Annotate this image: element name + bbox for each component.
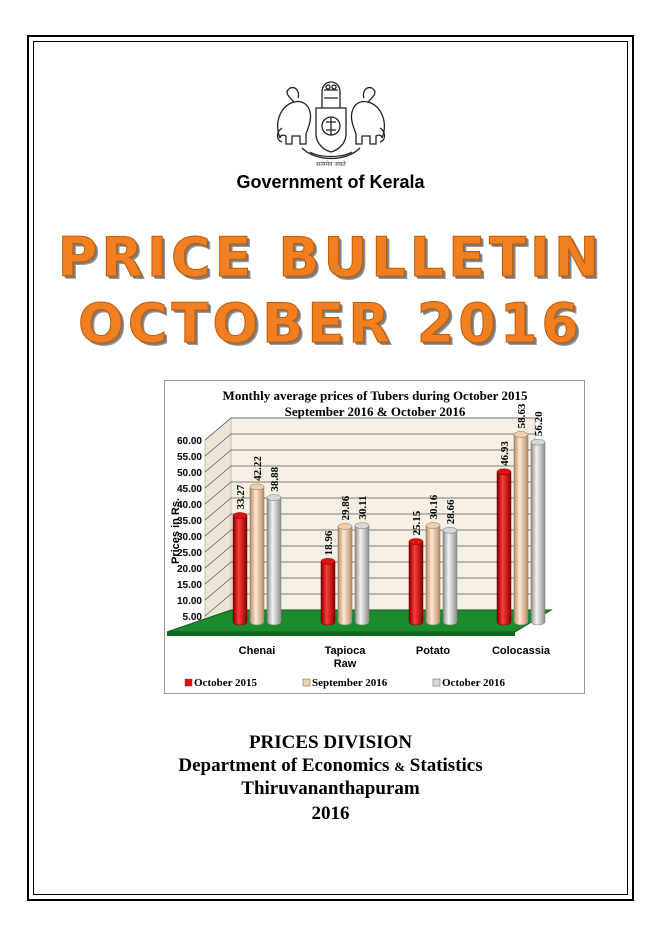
value-label: 18.96 — [323, 530, 335, 555]
bar-cap — [354, 522, 370, 529]
value-label: 30.11 — [357, 495, 369, 519]
y-tick-label: 5.00 — [183, 612, 203, 623]
bar-potato-1 — [425, 522, 441, 626]
department-part2: Statistics — [409, 755, 483, 776]
bar-cap — [320, 558, 336, 565]
gridline — [204, 465, 535, 489]
bar-body — [249, 486, 265, 626]
y-tick-label: 20.00 — [177, 564, 202, 575]
y-tick-label: 50.00 — [177, 468, 202, 479]
bar-tapioca-0 — [320, 558, 336, 626]
gridline — [204, 513, 535, 537]
page-outer-border — [27, 35, 634, 901]
bar-potato-2 — [442, 527, 458, 626]
bar-colocassia-1 — [513, 431, 529, 626]
tuber-price-chart: 0.005.0010.0015.0020.0025.0030.0035.0040… — [164, 380, 585, 694]
bar-chenai-0 — [232, 512, 248, 626]
gridline — [204, 481, 535, 505]
bar-body — [320, 561, 336, 626]
chart-floor-edge — [167, 632, 515, 636]
category-label: Tapioca — [325, 645, 367, 657]
value-label: 33.27 — [235, 484, 247, 509]
city-name: Thiruvananthapuram — [241, 778, 420, 799]
bar-cap — [513, 431, 529, 438]
bulletin-title: PRICE BULLETIN — [57, 226, 604, 290]
value-label: 56.20 — [533, 411, 545, 436]
category-label: Chenai — [239, 645, 276, 657]
government-name: Government of Kerala — [236, 172, 425, 192]
y-tick-label: 10.00 — [177, 596, 202, 607]
value-label: 30.16 — [428, 494, 440, 519]
page-inner-border — [33, 41, 628, 895]
bar-chenai-2 — [266, 494, 282, 626]
legend-label: October 2016 — [442, 677, 506, 689]
gridline — [204, 417, 535, 441]
bar-body — [266, 497, 282, 626]
legend-label: October 2015 — [194, 677, 258, 689]
y-tick-label: 55.00 — [177, 452, 202, 463]
legend-swatch — [184, 678, 193, 687]
legend-swatch — [432, 678, 441, 687]
chart-title: Monthly average prices of Tubers during … — [223, 388, 528, 403]
bar-colocassia-2 — [530, 438, 546, 626]
bar-body — [354, 525, 370, 626]
bar-body — [337, 526, 353, 626]
bulletin-month: OCTOBER 2016 — [78, 292, 583, 356]
bar-colocassia-0 — [496, 468, 512, 626]
bar-body — [408, 541, 424, 626]
y-tick-label: 60.00 — [177, 436, 202, 447]
bar-cap — [425, 522, 441, 529]
category-label: Potato — [416, 645, 451, 657]
value-label: 25.15 — [411, 510, 423, 535]
gridline — [204, 433, 535, 457]
y-axis-label: Prices in Rs. — [170, 498, 182, 564]
bar-body — [232, 515, 248, 626]
bar-cap — [337, 523, 353, 530]
y-tick-label: 25.00 — [177, 548, 202, 559]
bar-cap — [442, 527, 458, 534]
bar-body — [530, 441, 546, 626]
bar-cap — [249, 483, 265, 491]
bar-cap — [266, 494, 282, 501]
prices-division: PRICES DIVISION — [248, 732, 413, 753]
department-part1: Department of Economics — [178, 755, 390, 776]
y-tick-label: 30.00 — [177, 532, 202, 543]
gridline — [204, 497, 535, 521]
publication-year: 2016 — [311, 803, 350, 824]
gridline — [204, 449, 535, 473]
category-label-suffix: Raw — [334, 658, 357, 670]
chart-subtitle: September 2016 & October 2016 — [285, 404, 466, 419]
category-label: Colocassia — [492, 645, 551, 657]
bar-cap — [408, 538, 424, 545]
bar-body — [513, 434, 529, 626]
department-ampersand: & — [394, 759, 406, 774]
department-name: Department of Economics & Statistics — [0, 755, 661, 777]
bar-cap — [530, 438, 546, 446]
bar-cap — [232, 512, 248, 519]
bar-body — [496, 471, 512, 626]
value-label: 29.86 — [340, 495, 352, 520]
bar-cap — [496, 468, 512, 476]
value-label: 58.63 — [516, 403, 528, 428]
value-label: 28.66 — [445, 499, 457, 524]
kerala-emblem-icon: सत्यमेव जयते — [272, 78, 390, 168]
y-tick-label: 45.00 — [177, 484, 202, 495]
legend-swatch — [302, 678, 311, 687]
value-label: 42.22 — [252, 456, 264, 481]
y-tick-label: 35.00 — [177, 516, 202, 527]
value-label: 38.88 — [269, 466, 281, 491]
value-label: 46.93 — [499, 441, 511, 466]
emblem-motto: सत्यमेव जयते — [316, 160, 346, 168]
bar-chenai-1 — [249, 483, 265, 626]
bar-body — [425, 525, 441, 626]
legend-label: September 2016 — [312, 677, 388, 689]
bar-tapioca-2 — [354, 522, 370, 626]
y-tick-label: 15.00 — [177, 580, 202, 591]
bar-potato-0 — [408, 538, 424, 626]
bar-tapioca-1 — [337, 523, 353, 626]
y-tick-label: 40.00 — [177, 500, 202, 511]
bar-body — [442, 530, 458, 626]
